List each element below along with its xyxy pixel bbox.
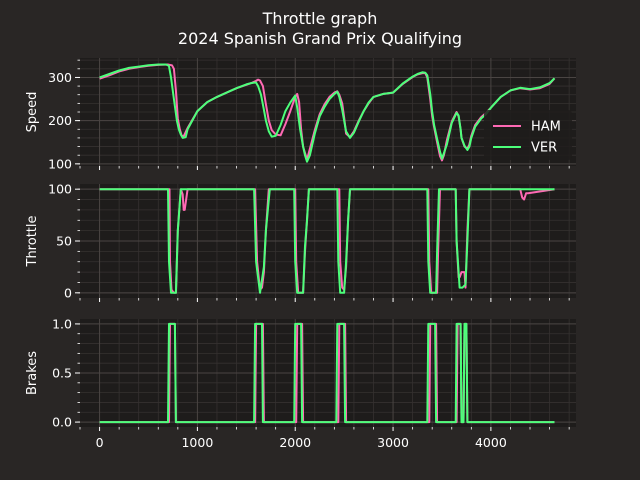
legend-label-ham: HAM bbox=[531, 120, 561, 135]
x-tick-label: 0 bbox=[96, 435, 104, 450]
chart-title-line2: 2024 Spanish Grand Prix Qualifying bbox=[178, 29, 462, 48]
y-tick-label: 300 bbox=[48, 70, 72, 85]
y-axis-label: Brakes bbox=[25, 351, 40, 395]
legend-label-ver: VER bbox=[531, 141, 557, 156]
y-tick-label: 0 bbox=[64, 285, 72, 300]
legend: HAM VER bbox=[484, 110, 572, 160]
y-tick-label: 0.0 bbox=[52, 415, 72, 430]
y-axis-label: Throttle bbox=[25, 216, 40, 268]
y-tick-label: 0.5 bbox=[52, 366, 72, 381]
y-axis-label: Speed bbox=[25, 92, 40, 133]
chart-title-line1: Throttle graph bbox=[262, 9, 378, 28]
y-tick-label: 100 bbox=[48, 156, 72, 171]
x-tick-label: 4000 bbox=[475, 435, 507, 450]
y-tick-label: 1.0 bbox=[52, 316, 72, 331]
plot-layer: 100 200 300 Speed 0 50 100 Throttle 0.0 0.5 1.0 Bra… bbox=[25, 58, 576, 450]
series-line-ver bbox=[99, 63, 556, 163]
y-tick-label: 50 bbox=[56, 234, 72, 249]
x-tick-label: 1000 bbox=[181, 435, 213, 450]
series-line-ver bbox=[99, 188, 555, 294]
panel-throttle: 0 50 100 Throttle bbox=[25, 182, 576, 302]
y-tick-label: 100 bbox=[48, 182, 72, 197]
legend-box bbox=[484, 110, 572, 160]
x-tick-label: 3000 bbox=[377, 435, 409, 450]
series-line-ver bbox=[99, 322, 555, 424]
y-tick-label: 200 bbox=[48, 113, 72, 128]
x-tick-label: 2000 bbox=[279, 435, 311, 450]
panel-brakes: 0.0 0.5 1.0 Brakes bbox=[25, 316, 576, 431]
